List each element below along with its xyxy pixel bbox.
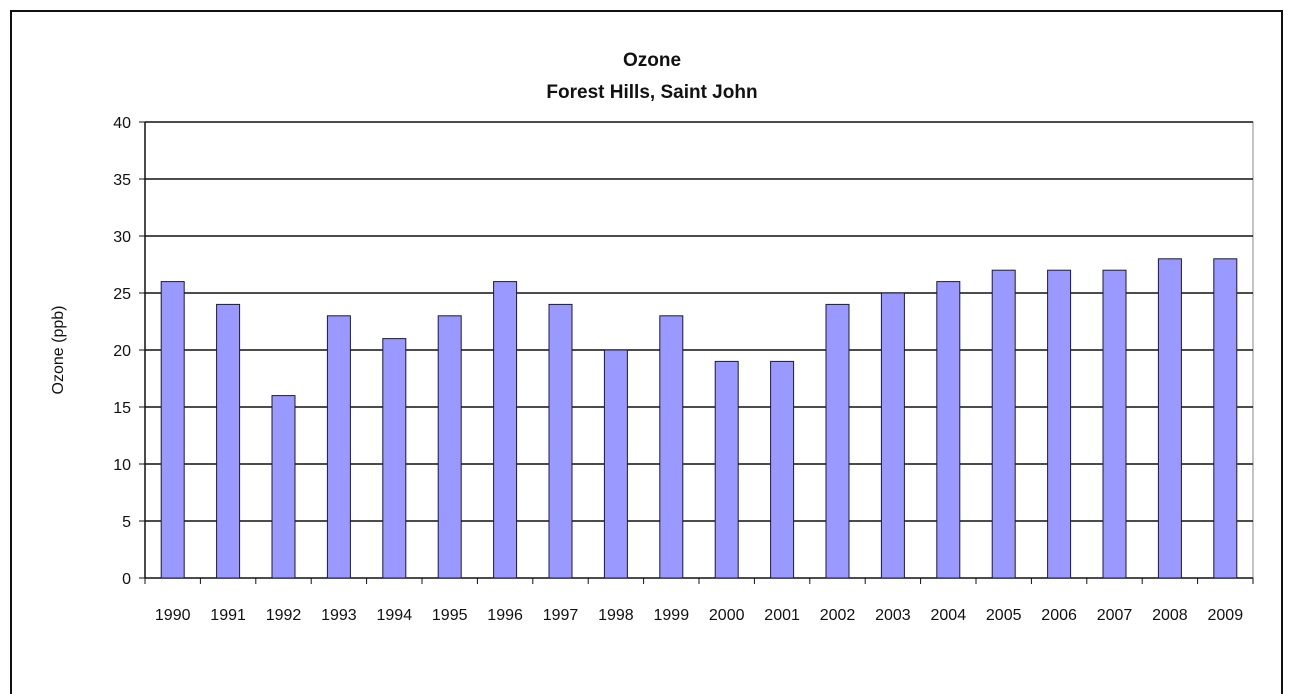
- x-tick-label: 2004: [931, 607, 967, 624]
- bar-1994: [382, 338, 407, 579]
- x-tick-label: 2005: [986, 607, 1022, 624]
- bar-1997: [548, 303, 573, 579]
- x-tick-label: 1998: [598, 607, 634, 624]
- y-tick-label: 0: [122, 571, 131, 588]
- y-tick-label: 40: [113, 115, 131, 132]
- x-tick-label: 1992: [266, 607, 302, 624]
- bar-1999: [659, 315, 684, 579]
- bar-2009: [1213, 258, 1238, 579]
- x-tick-label: 1990: [155, 607, 191, 624]
- bar-2001: [770, 360, 795, 579]
- bar-2005: [991, 269, 1016, 579]
- x-tick-label: 1995: [432, 607, 468, 624]
- bar-1991: [216, 303, 241, 579]
- x-tick-label: 2000: [709, 607, 745, 624]
- y-tick-label: 35: [113, 172, 131, 189]
- x-tick-label: 2009: [1208, 607, 1244, 624]
- y-tick-label: 30: [113, 229, 131, 246]
- bar-2000: [714, 360, 739, 579]
- x-tick-label: 1999: [654, 607, 690, 624]
- bar-1992: [271, 395, 296, 579]
- x-tick-label: 1991: [210, 607, 246, 624]
- x-tick-label: 1994: [377, 607, 413, 624]
- bar-1995: [437, 315, 462, 579]
- bar-2002: [825, 303, 850, 579]
- x-tick-label: 2007: [1097, 607, 1133, 624]
- bar-1990: [160, 281, 185, 579]
- y-tick-label: 25: [113, 286, 131, 303]
- bar-2003: [880, 292, 905, 579]
- bar-2007: [1102, 269, 1127, 579]
- bar-1998: [603, 349, 628, 579]
- bar-2008: [1157, 258, 1182, 579]
- x-tick-label: 2006: [1041, 607, 1077, 624]
- x-tick-label: 2008: [1152, 607, 1188, 624]
- bar-1993: [326, 315, 351, 579]
- x-tick-label: 2002: [820, 607, 856, 624]
- x-tick-label: 1993: [321, 607, 357, 624]
- bar-2006: [1047, 269, 1072, 579]
- x-tick-label: 2001: [764, 607, 800, 624]
- y-axis-label: Ozone (ppb): [50, 306, 67, 395]
- chart-title: Ozone: [623, 50, 681, 71]
- x-tick-label: 2003: [875, 607, 911, 624]
- chart-subtitle: Forest Hills, Saint John: [546, 82, 757, 103]
- y-tick-label: 5: [122, 514, 131, 531]
- y-tick-label: 15: [113, 400, 131, 417]
- x-tick-label: 1996: [487, 607, 523, 624]
- y-tick-label: 20: [113, 343, 131, 360]
- x-tick-label: 1997: [543, 607, 579, 624]
- y-tick-label: 10: [113, 457, 131, 474]
- bar-2004: [936, 281, 961, 579]
- bar-1996: [493, 281, 518, 579]
